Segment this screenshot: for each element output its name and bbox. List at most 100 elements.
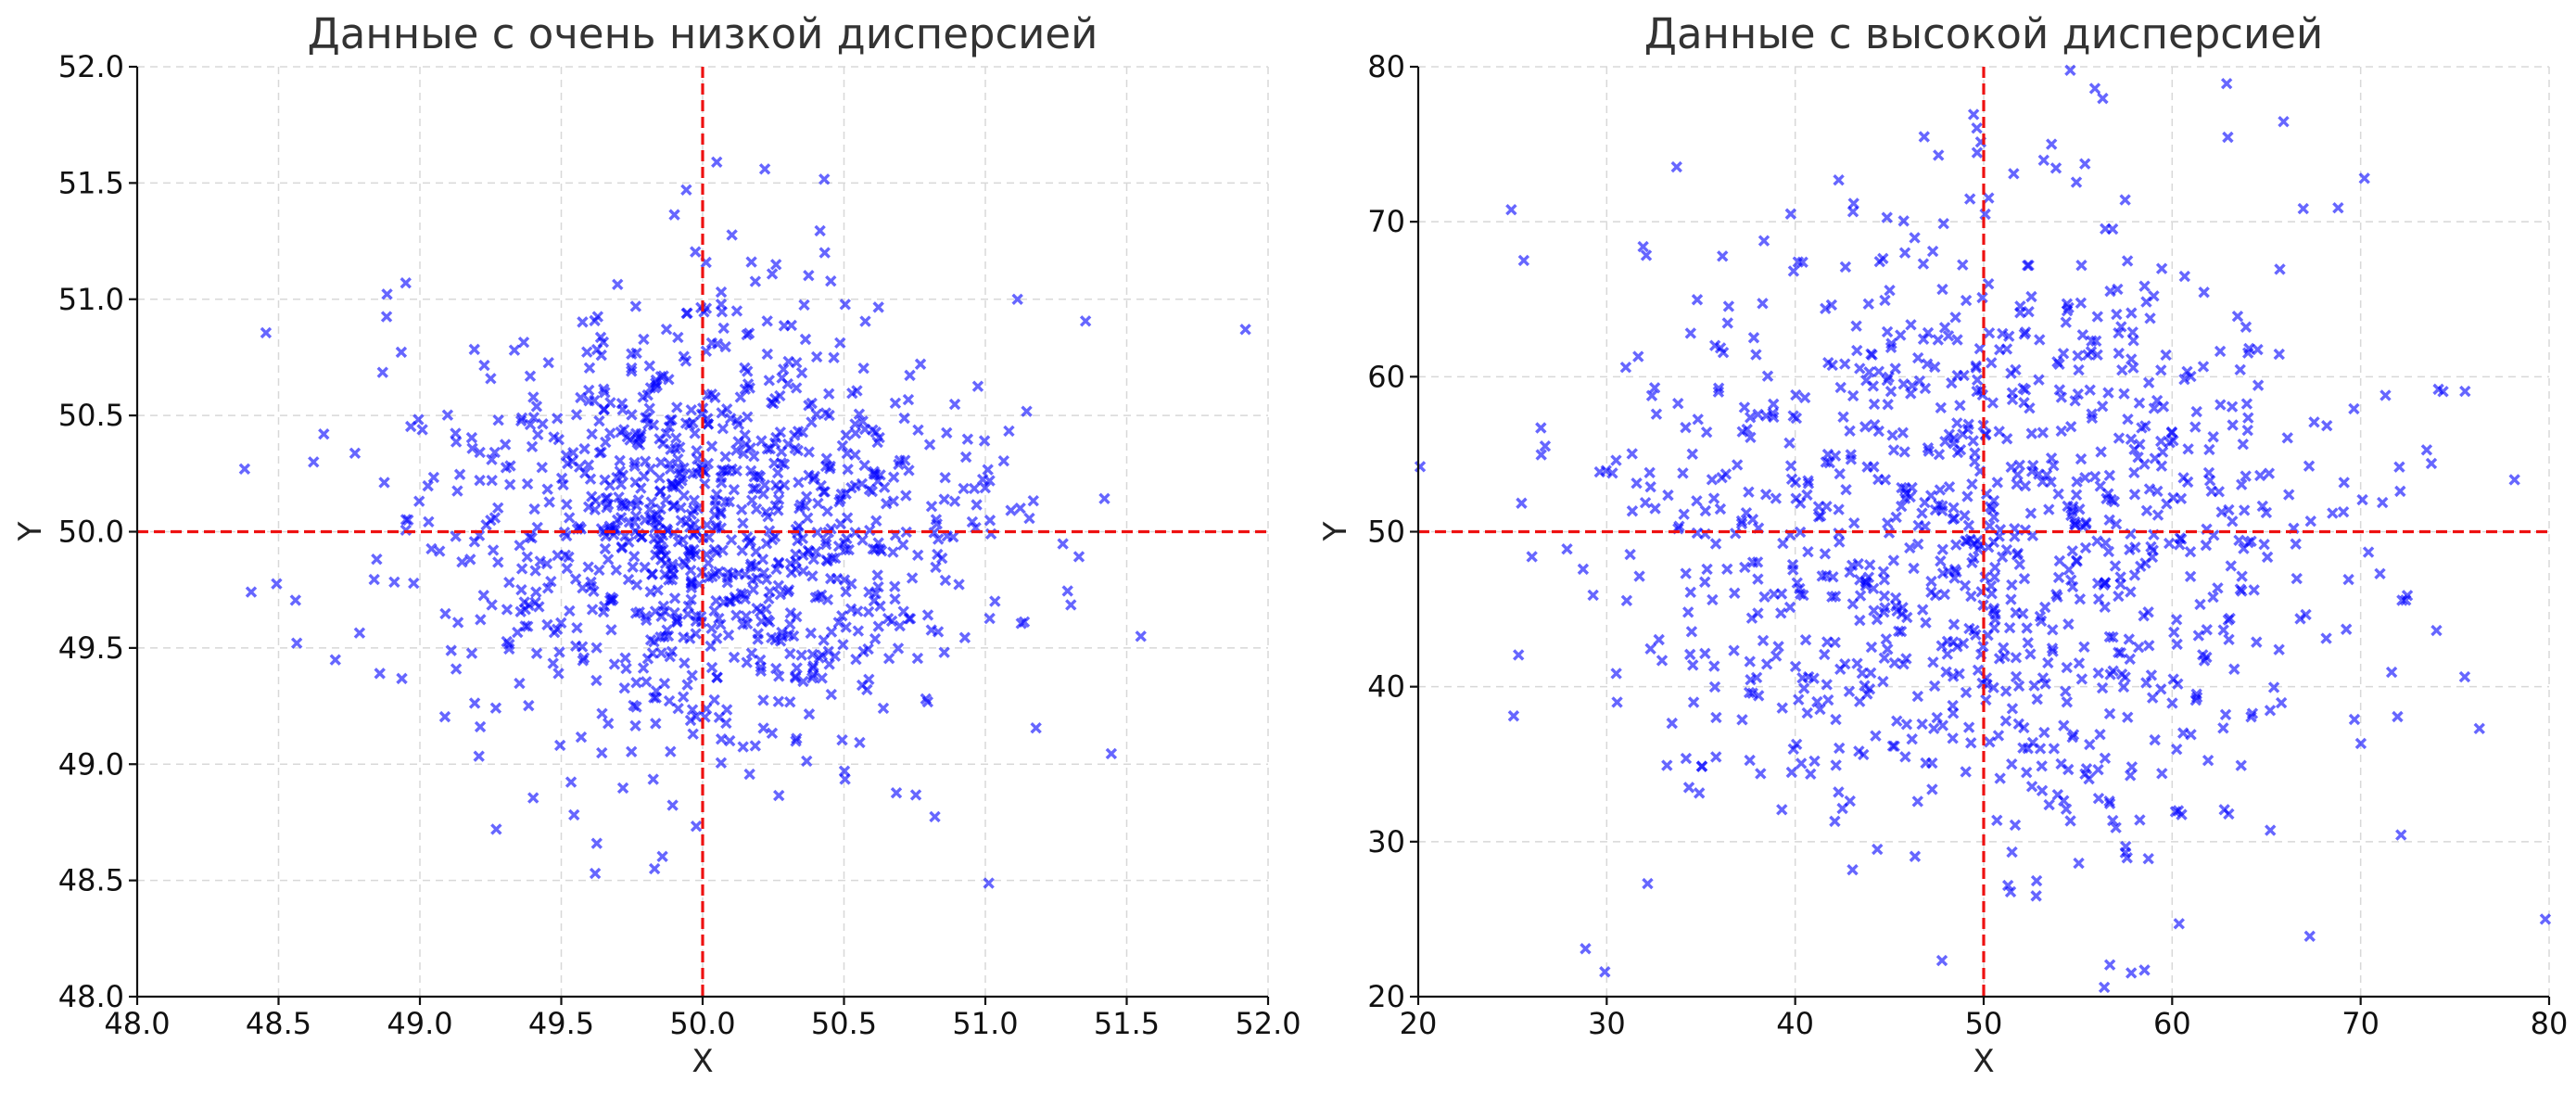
data-point (1580, 943, 1592, 955)
data-point (732, 418, 745, 430)
data-point (561, 498, 573, 511)
data-point (1797, 589, 1809, 602)
data-point (445, 644, 457, 656)
data-point (2430, 624, 2443, 637)
y-tick-label: 40 (1367, 669, 1405, 705)
y-tick-label: 50.0 (58, 515, 124, 550)
data-point (813, 652, 825, 664)
data-point (2393, 461, 2405, 473)
data-point (2149, 733, 2161, 746)
data-point (2200, 539, 2213, 552)
data-point (2088, 470, 2101, 483)
data-point (1852, 557, 1864, 570)
data-point (776, 626, 788, 639)
data-point (2143, 483, 2156, 495)
data-point (797, 675, 809, 688)
data-point (1872, 365, 1885, 377)
data-point (744, 464, 757, 477)
data-point (845, 578, 857, 590)
data-point (534, 555, 546, 567)
data-point (1986, 357, 1998, 369)
data-point (1834, 467, 1846, 480)
data-point (1825, 299, 1838, 312)
data-point (2024, 507, 2037, 519)
data-point (376, 366, 388, 378)
data-point (690, 710, 703, 722)
data-point (537, 417, 549, 430)
data-point (593, 564, 605, 577)
data-point (603, 520, 615, 532)
data-point (2327, 507, 2339, 519)
data-point (1105, 747, 1118, 760)
data-point (742, 378, 755, 390)
data-point (632, 494, 645, 506)
data-point (741, 656, 753, 668)
data-point (2070, 489, 2083, 501)
data-point (1811, 695, 1823, 708)
data-point (834, 337, 846, 350)
data-point (289, 594, 302, 606)
data-point (678, 490, 691, 502)
data-point (815, 479, 827, 492)
data-point (679, 656, 691, 669)
data-point (552, 413, 564, 425)
data-point (2126, 761, 2138, 773)
data-point (2182, 443, 2194, 455)
data-point (2006, 846, 2018, 859)
data-point (2114, 571, 2126, 583)
data-point (1057, 538, 1069, 550)
data-point (772, 493, 785, 505)
data-point (870, 515, 882, 527)
data-point (705, 388, 718, 401)
data-point (1935, 401, 1948, 414)
data-point (1897, 215, 1910, 227)
data-point (564, 512, 576, 524)
data-point (1962, 519, 1975, 532)
data-point (664, 458, 676, 470)
data-point (456, 556, 468, 568)
data-point (2074, 592, 2087, 605)
data-point (1850, 320, 1862, 332)
data-point (422, 479, 434, 492)
data-point (425, 542, 438, 555)
data-point (2254, 469, 2266, 482)
data-point (1869, 418, 1881, 431)
data-point (1986, 397, 1999, 409)
data-point (643, 503, 656, 515)
data-point (887, 495, 900, 507)
data-point (681, 679, 693, 691)
data-point (647, 773, 659, 785)
data-point (803, 446, 815, 458)
data-point (2100, 537, 2112, 549)
data-point (1934, 484, 1947, 496)
data-point (2242, 412, 2254, 424)
data-point (1644, 642, 1656, 655)
data-point (400, 276, 412, 289)
data-point (790, 548, 802, 561)
data-point (1785, 473, 1798, 486)
data-point (1916, 604, 1929, 616)
data-point (2342, 573, 2354, 586)
data-point (747, 482, 759, 495)
data-point (583, 362, 596, 375)
data-point (1759, 489, 1772, 501)
data-point (2042, 656, 2054, 669)
data-point (2321, 419, 2333, 432)
data-point (832, 540, 845, 553)
data-point (1862, 298, 1874, 311)
data-point (489, 446, 501, 459)
data-point (1854, 590, 1867, 602)
data-point (451, 485, 463, 497)
data-point (589, 867, 602, 880)
data-point (2052, 571, 2065, 584)
data-point (1079, 315, 1092, 327)
data-point (1721, 317, 1733, 329)
data-point (1833, 174, 1845, 186)
data-point (2031, 693, 2043, 706)
x-tick-label: 50.5 (811, 1006, 877, 1041)
data-point (760, 573, 773, 586)
data-point (1750, 349, 1762, 361)
data-point (1699, 504, 1712, 517)
data-point (742, 327, 755, 339)
data-point (1960, 686, 1973, 699)
